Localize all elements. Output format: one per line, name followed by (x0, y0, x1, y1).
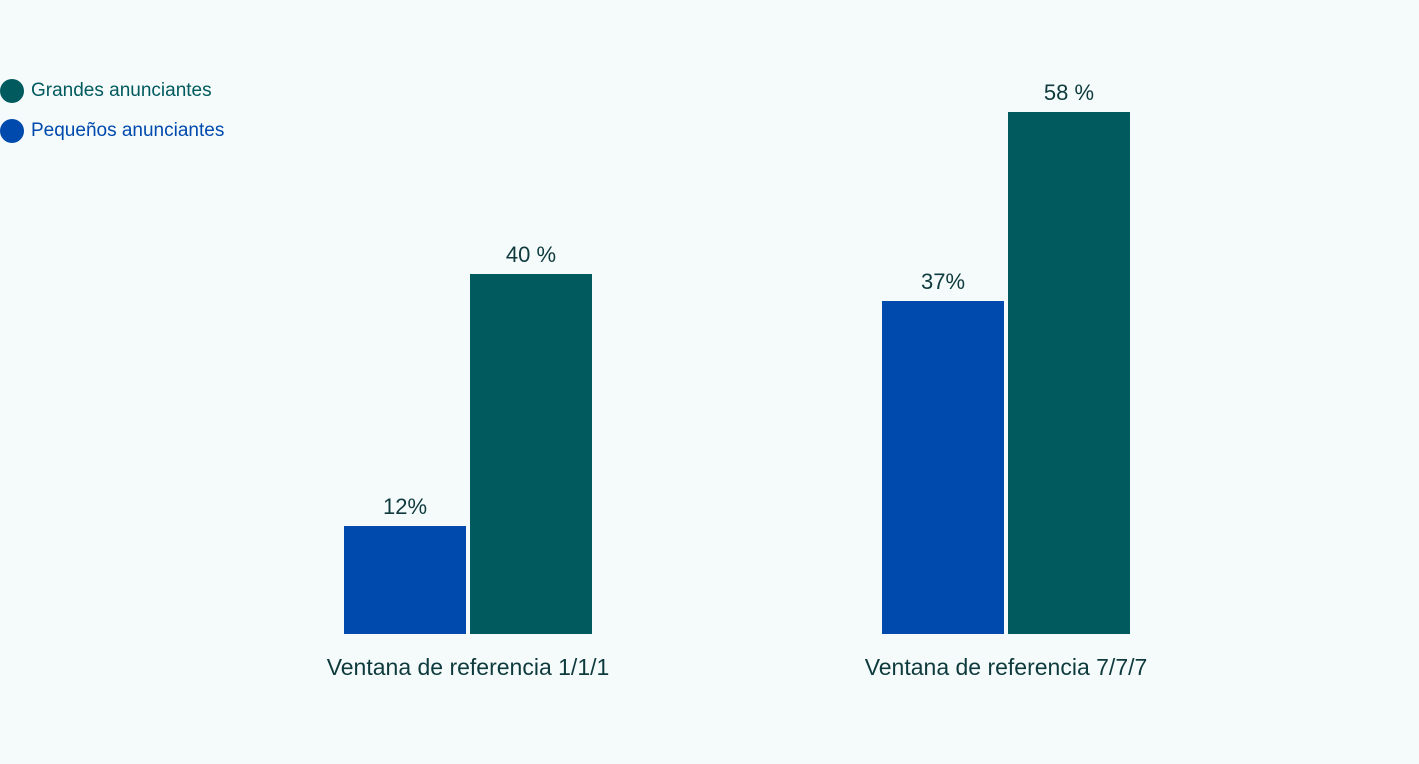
value-label-grandes-anunciantes-1: 40 % (506, 242, 556, 267)
bars-group (344, 112, 1130, 634)
value-label-grandes-anunciantes-2: 58 % (1044, 80, 1094, 105)
legend: Grandes anunciantes Pequeños anunciantes (0, 78, 224, 158)
value-label-pequenos-anunciantes-1: 12% (383, 494, 427, 519)
category-label-2: Ventana de referencia 7/7/7 (865, 654, 1148, 680)
legend-swatch-grandes (0, 79, 24, 103)
bar-pequenos-anunciantes-1 (344, 526, 466, 634)
legend-label-grandes: Grandes anunciantes (31, 80, 212, 101)
category-label-1: Ventana de referencia 1/1/1 (327, 654, 610, 680)
category-labels-group: Ventana de referencia 1/1/1 Ventana de re… (327, 654, 1148, 680)
bar-pequenos-anunciantes-2 (882, 301, 1004, 634)
legend-item-grandes: Grandes anunciantes (0, 78, 224, 104)
bar-grandes-anunciantes-2 (1008, 112, 1130, 634)
value-labels-group: 12% 40 % 37% 58 % (383, 80, 1094, 519)
legend-swatch-pequenos (0, 119, 24, 143)
bar-grandes-anunciantes-1 (470, 274, 592, 634)
legend-item-pequenos: Pequeños anunciantes (0, 118, 224, 144)
value-label-pequenos-anunciantes-2: 37% (921, 269, 965, 294)
legend-label-pequenos: Pequeños anunciantes (31, 120, 225, 141)
